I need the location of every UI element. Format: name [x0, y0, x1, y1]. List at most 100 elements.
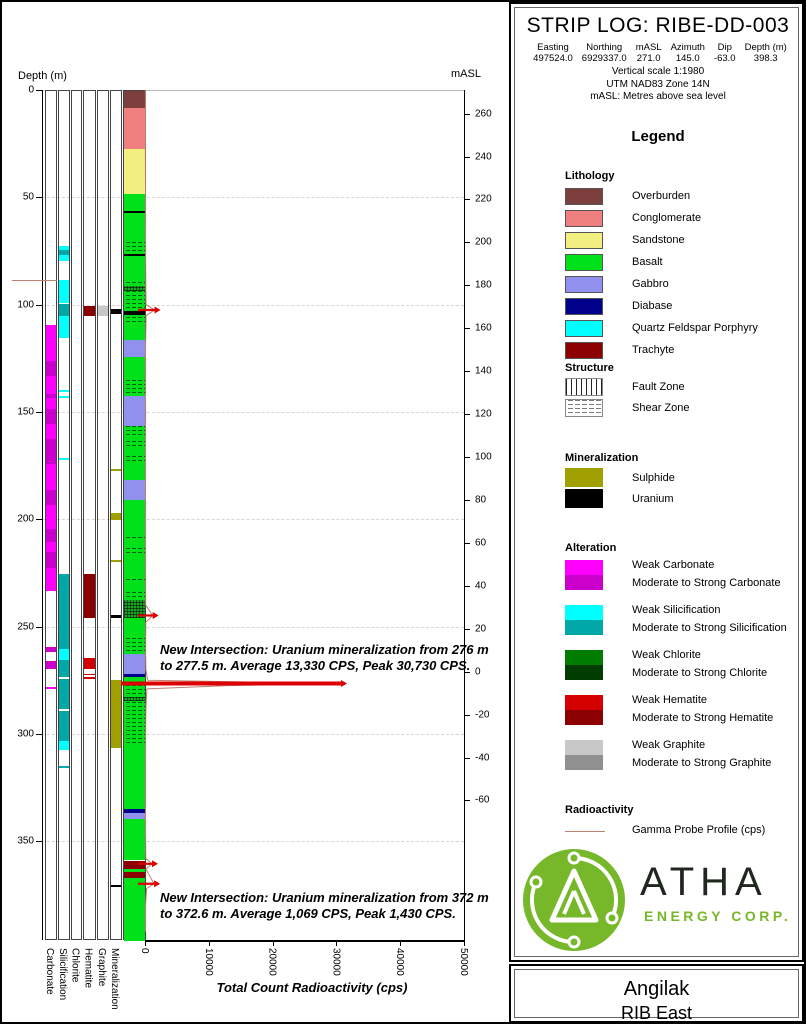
track-label-mineralization: Mineralization [109, 948, 120, 1010]
masl-tick [464, 542, 470, 544]
lith-basalt [124, 582, 145, 593]
lith-diabase [124, 673, 145, 677]
cps-tick-label: 50000 [458, 948, 469, 976]
interval-uranium [111, 885, 121, 888]
lith-basalt-fault [124, 286, 145, 291]
interval-weak [84, 677, 95, 680]
lith-basalt [124, 212, 145, 242]
cps-tick [336, 940, 338, 946]
masl-tick-label: 160 [475, 322, 492, 334]
legend-swatch-shear-zone [565, 399, 603, 417]
swatch-strong [565, 620, 603, 635]
legend-label: Weak Graphite [632, 739, 706, 751]
lith-basalt [124, 869, 145, 873]
depth-axis [42, 90, 43, 940]
gamma-trace [144, 89, 342, 932]
cps-tick [464, 940, 465, 946]
lith-basalt-shear [124, 290, 145, 311]
collar-field-value: 497524.0 [533, 53, 573, 65]
legend-structure-heading: Structure [565, 362, 614, 374]
track-graphite [97, 90, 109, 940]
track-mineralization [110, 90, 122, 940]
lith-basalt [124, 464, 145, 480]
lith-basalt-shear [124, 425, 145, 438]
legend-mineralization-heading: Mineralization [565, 452, 639, 464]
swatch-weak [565, 695, 603, 710]
interval-strong [84, 573, 95, 618]
lith-basalt [124, 818, 145, 861]
track-carbonate [45, 90, 57, 940]
legend-swatch-overburden [565, 188, 603, 205]
masl-tick [464, 371, 470, 373]
track-hematite [83, 90, 96, 940]
masl-tick [464, 285, 470, 287]
swatch-strong [565, 665, 603, 680]
lith-basalt-shear [124, 577, 145, 583]
interval-strong [46, 552, 56, 568]
masl-tick-label: 120 [475, 408, 492, 420]
legend-swatch-conglomerate [565, 210, 603, 227]
depth-tick-label: 100 [17, 299, 34, 311]
masl-tick-label: 200 [475, 236, 492, 248]
interval-weak [46, 464, 56, 491]
gamma-peak-arrow-icon [154, 880, 161, 888]
legend-swatch-quartz-feldspar-porphyry [565, 320, 603, 337]
interval-sulphide [111, 680, 121, 748]
legend-label: Overburden [632, 190, 691, 202]
lith-basalt-shear [124, 439, 145, 450]
lith-sandstone [124, 148, 145, 195]
annotation-intersection-276: New Intersection: Uranium mineralization… [160, 642, 489, 674]
collar-fields: Easting 497524.0 Northing 6929337.0 mASL 271.… [518, 42, 802, 65]
masl-tick-label: 100 [475, 451, 492, 463]
track-silicification [58, 90, 70, 940]
header-notes: Vertical scale 1:1980 UTM NAD83 Zone 14N m… [508, 66, 804, 104]
legend-label: Moderate to Strong Hematite [632, 712, 774, 724]
project-area: RIB East [620, 1003, 693, 1023]
legend-swatch-fault-zone [565, 378, 603, 396]
depth-tick-label: 150 [17, 406, 34, 418]
lith-basalt-shear [124, 535, 145, 541]
masl-tick [464, 328, 470, 330]
masl-tick [464, 671, 470, 673]
interval-strong [59, 249, 69, 256]
interval-strong [46, 528, 56, 542]
gamma-peak-arrow-icon [341, 679, 348, 687]
lith-basalt [124, 324, 145, 340]
depth-tick [36, 519, 42, 521]
masl-tick [464, 757, 470, 759]
swatch-weak [565, 740, 603, 755]
swatch-strong [565, 755, 603, 770]
collar-field-value: -63.0 [713, 53, 736, 65]
interval-weak [59, 279, 69, 304]
collar-field-label: Depth (m) [744, 42, 787, 53]
legend-label: Moderate to Strong Silicification [632, 622, 787, 634]
depth-axis-label: Depth (m) [18, 70, 67, 82]
collar-field-label: mASL [635, 42, 662, 53]
masl-tick-label: -60 [475, 794, 490, 806]
cps-tick [145, 940, 146, 946]
logo-subtitle: ENERGY CORP. [644, 908, 792, 924]
project-title-box: Angilak RIB East [509, 964, 804, 1023]
lith-basalt [124, 194, 145, 212]
cps-tick-label: 30000 [330, 948, 342, 976]
legend-label: Uranium [632, 493, 674, 505]
legend-swatch-alteration [565, 695, 603, 725]
legend-swatch-gabbro [565, 276, 603, 293]
swatch-weak [565, 650, 603, 665]
interval-strong [46, 646, 56, 653]
depth-tick-label: 0 [28, 84, 34, 96]
collar-field-label: Azimuth [670, 42, 705, 53]
lith-uranium [124, 254, 145, 257]
interval-strong [84, 305, 95, 317]
lith-gabbro [124, 395, 145, 426]
lith-basalt-shear [124, 546, 145, 556]
interval-strong [59, 659, 69, 677]
lith-overburden [124, 91, 145, 109]
interval-weak [59, 396, 69, 399]
interval-weak [98, 305, 108, 317]
interval-weak [59, 458, 69, 460]
log-title: STRIP LOG: RIBE-DD-003 [526, 14, 790, 37]
annotation-intersection-372: New Intersection: Uranium mineralization… [160, 890, 489, 922]
header-note: mASL: Metres above sea level [590, 91, 726, 102]
legend-title: Legend [631, 128, 685, 145]
